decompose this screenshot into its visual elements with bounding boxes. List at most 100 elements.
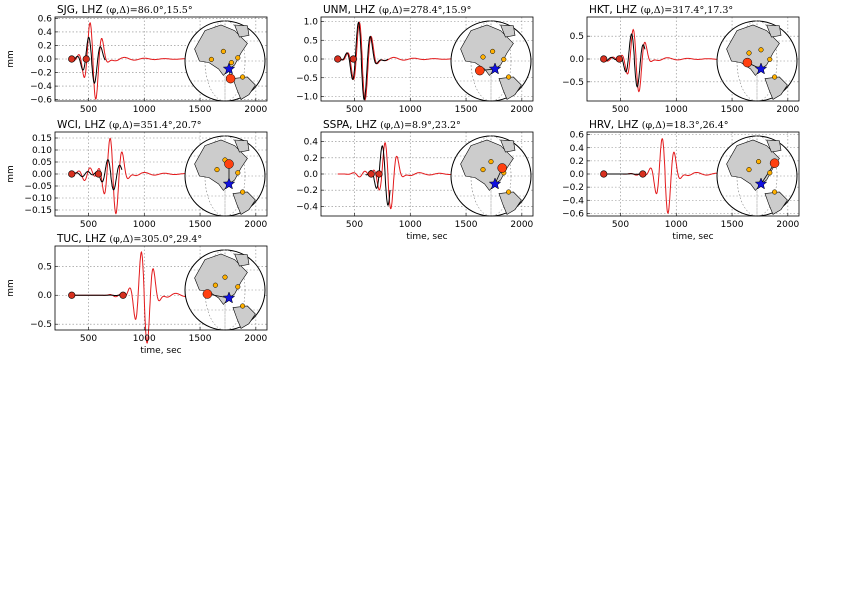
pick-marker	[119, 291, 127, 299]
station-dot	[480, 54, 486, 60]
x-tick-label: 500	[612, 220, 629, 230]
land-greenland	[500, 24, 516, 38]
station-dot	[235, 284, 241, 290]
station-dot	[758, 47, 764, 53]
x-tick-label: 500	[80, 105, 97, 115]
y-tick-label: 0.0	[38, 55, 53, 65]
x-tick-label: 1500	[189, 220, 212, 230]
y-tick-label: −0.4	[30, 82, 52, 92]
globe-inset	[716, 135, 798, 217]
land-north-america	[460, 24, 514, 76]
axes-frame	[54, 245, 268, 331]
source-star	[754, 62, 768, 75]
globe-inset	[184, 20, 266, 102]
observed-trace	[603, 173, 645, 175]
y-tick-label: −0.5	[562, 78, 584, 88]
meridian	[204, 135, 246, 217]
land-greenland	[234, 139, 250, 153]
target-station	[224, 159, 234, 169]
x-tick-label: 1000	[665, 105, 688, 115]
target-station	[202, 289, 213, 299]
y-tick-label: 0.0	[38, 291, 53, 301]
meridian	[470, 135, 512, 217]
pick-marker	[615, 55, 623, 63]
panel-title-station: WCI, LHZ	[57, 119, 109, 131]
y-tick-label: 0.0	[570, 55, 585, 65]
panel-unm: 500 1000 1500 2000 −1.0 −0.5 0.0 0.5 1.0 UNM, LHZ…	[296, 4, 533, 115]
meridian	[736, 135, 778, 217]
panel-title: TUC, LHZ (φ,Δ)=305.0°,29.4°	[56, 233, 202, 245]
land-south-america	[232, 76, 256, 100]
x-axis-label: time, sec	[672, 232, 713, 242]
observed-trace	[603, 33, 646, 88]
station-dot	[228, 60, 234, 66]
y-tick-label: −0.6	[562, 209, 584, 219]
x-tick-label: 1500	[189, 105, 212, 115]
y-tick-label: 0.6	[38, 14, 53, 24]
station-dot	[222, 274, 228, 280]
meridian	[204, 249, 246, 331]
land-greenland	[766, 139, 782, 153]
y-tick-label: 0.0	[304, 55, 319, 65]
y-tick-label: 0.6	[570, 131, 585, 141]
y-tick-label: 1.0	[304, 18, 319, 28]
globe-inset	[184, 249, 266, 331]
source-star	[488, 62, 502, 75]
y-tick-label: 0.5	[38, 262, 52, 272]
x-tick-label: 2000	[244, 334, 267, 344]
x-tick-label: 1500	[455, 105, 478, 115]
panel-title-station: HKT, LHZ	[589, 4, 640, 16]
globe-inset	[716, 20, 798, 102]
panel-title-station: HRV, LHZ	[589, 119, 642, 131]
x-tick-label: 1000	[399, 220, 422, 230]
y-tick-label: 0.5	[570, 32, 584, 42]
station-dot	[240, 74, 246, 80]
pick-marker	[600, 55, 608, 63]
land-south-america	[498, 191, 522, 215]
source-star	[488, 177, 502, 190]
station-dot	[235, 55, 241, 61]
synthetic-trace	[603, 28, 738, 93]
y-tick-label: 0.2	[38, 41, 52, 51]
y-axis-label: mm	[6, 279, 16, 297]
y-tick-label: −0.6	[30, 96, 52, 106]
y-tick-label: −0.15	[24, 206, 52, 216]
panel-title-station: SSPA, LHZ	[323, 119, 380, 131]
x-tick-label: 500	[346, 105, 363, 115]
land-north-america	[194, 24, 248, 76]
pick-marker	[82, 55, 90, 63]
pick-marker	[349, 55, 357, 63]
land-greenland	[500, 139, 516, 153]
y-tick-label: 0.00	[32, 170, 52, 180]
synthetic-trace	[337, 21, 472, 101]
x-tick-label: 1500	[455, 220, 478, 230]
station-dot	[746, 167, 752, 173]
source-star	[222, 177, 236, 190]
x-tick-label: 1000	[133, 220, 156, 230]
x-tick-label: 1500	[721, 105, 744, 115]
station-dot	[767, 56, 773, 62]
land-north-america	[726, 139, 780, 191]
source-star	[222, 62, 236, 75]
y-tick-label: 0.4	[570, 144, 585, 154]
pick-marker	[600, 170, 608, 178]
station-dot	[480, 167, 486, 173]
pick-marker	[334, 55, 342, 63]
y-tick-label: −0.2	[562, 183, 584, 193]
panel-title-station: UNM, LHZ	[323, 4, 379, 16]
y-tick-label: −0.5	[296, 74, 318, 84]
x-tick-label: 500	[612, 105, 629, 115]
panel-title-angles: (φ,Δ)=86.0°,15.5°	[106, 5, 193, 16]
y-tick-label: −0.4	[296, 202, 318, 212]
y-tick-label: −0.4	[562, 196, 584, 206]
meridian	[204, 20, 246, 102]
x-tick-label: 1000	[399, 105, 422, 115]
panel-title-angles: (φ,Δ)=8.9°,23.2°	[380, 120, 461, 131]
target-station	[742, 57, 753, 68]
source-star	[754, 177, 768, 190]
y-tick-label: 0.10	[32, 146, 52, 156]
y-tick-label: 0.4	[304, 138, 319, 148]
panel-title-angles: (φ,Δ)=317.4°,17.3°	[640, 5, 733, 16]
land-south-america	[764, 76, 788, 100]
